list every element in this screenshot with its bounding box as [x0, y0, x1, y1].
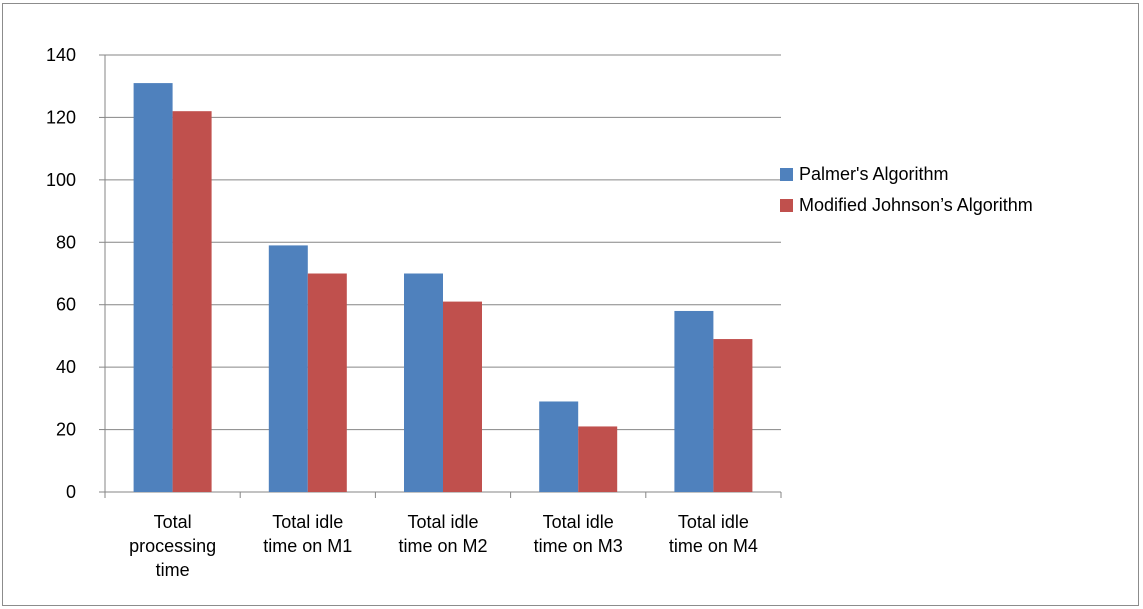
x-category-label: Total idle time on M4 [669, 512, 758, 556]
x-category-label-line: processing [129, 536, 216, 556]
legend-label: Modified Johnson’s Algorithm [799, 195, 1033, 215]
x-category-label-line: Total idle [272, 512, 343, 532]
bar-modified-johnson [578, 426, 618, 492]
y-tick-label: 140 [46, 45, 76, 65]
x-category-label-line: time on M3 [534, 536, 623, 556]
legend-swatch [780, 168, 793, 181]
legend-label: Palmer's Algorithm [799, 164, 948, 184]
x-category-label: Total idle time on M3 [534, 512, 623, 556]
x-category-label-line: time on M4 [669, 536, 758, 556]
bar-modified-johnson [713, 339, 753, 492]
bar-palmer [539, 401, 579, 492]
x-category-label-line: Total idle [407, 512, 478, 532]
y-tick-label: 80 [56, 232, 76, 252]
x-category-label-line: Total idle [543, 512, 614, 532]
bar-modified-johnson [307, 273, 347, 492]
y-tick-label: 40 [56, 357, 76, 377]
x-category-label-line: Total [154, 512, 192, 532]
bar-palmer [133, 83, 173, 492]
x-category-label-line: time [156, 560, 190, 580]
x-category-label-line: time on M2 [398, 536, 487, 556]
x-category-label-line: Total idle [678, 512, 749, 532]
bar-palmer [268, 245, 308, 492]
x-category-label: Total idle time on M1 [263, 512, 352, 556]
bar-palmer [404, 273, 443, 492]
y-tick-label: 60 [56, 295, 76, 315]
y-tick-label: 100 [46, 170, 76, 190]
legend-swatch [780, 199, 793, 212]
bar-palmer [674, 310, 714, 492]
x-category-label: Total idle time on M2 [398, 512, 487, 556]
x-category-label: Total processing time [129, 512, 216, 580]
x-category-label-line: time on M1 [263, 536, 352, 556]
y-tick-label: 120 [46, 107, 76, 127]
y-tick-label: 20 [56, 420, 76, 440]
y-tick-label: 0 [66, 482, 76, 502]
bar-modified-johnson [443, 301, 482, 492]
bar-modified-johnson [172, 111, 212, 492]
